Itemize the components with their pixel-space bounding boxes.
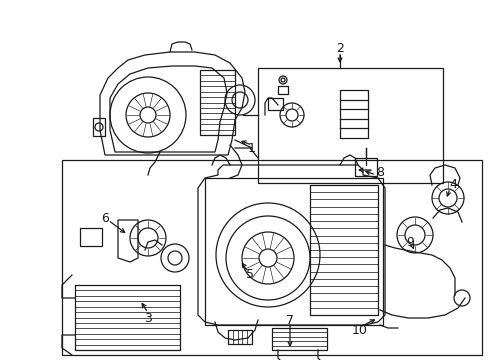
Bar bbox=[278, 86, 287, 94]
Text: 10: 10 bbox=[351, 324, 367, 337]
Bar bbox=[267, 98, 283, 110]
Bar bbox=[271, 328, 326, 350]
Bar bbox=[258, 68, 442, 183]
Text: 6: 6 bbox=[101, 211, 109, 225]
Bar bbox=[354, 158, 376, 176]
Bar bbox=[75, 285, 180, 350]
Text: 5: 5 bbox=[245, 269, 253, 282]
Text: 4: 4 bbox=[448, 179, 456, 192]
Bar bbox=[200, 70, 235, 135]
Bar bbox=[339, 90, 367, 138]
Text: 9: 9 bbox=[405, 235, 413, 248]
Bar bbox=[204, 178, 382, 325]
Text: 3: 3 bbox=[144, 311, 152, 324]
Bar bbox=[80, 228, 102, 246]
Text: 7: 7 bbox=[285, 314, 293, 327]
Text: 2: 2 bbox=[335, 41, 343, 54]
Bar bbox=[62, 160, 481, 355]
Bar bbox=[93, 118, 105, 136]
Text: 1: 1 bbox=[247, 141, 255, 154]
Bar bbox=[227, 330, 251, 344]
Text: 8: 8 bbox=[375, 166, 383, 179]
Bar bbox=[309, 185, 377, 315]
